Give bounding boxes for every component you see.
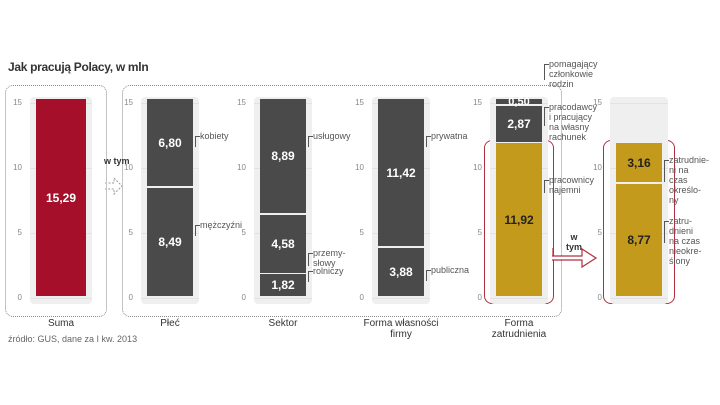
bar-segment: 6,80 bbox=[147, 99, 193, 187]
y-tick-label: 10 bbox=[473, 163, 482, 172]
y-tick-label: 10 bbox=[124, 163, 133, 172]
label-leader bbox=[544, 180, 549, 194]
label-leader bbox=[426, 136, 431, 148]
segment-label: pomagający członkowie rodzin bbox=[549, 59, 598, 90]
gridline bbox=[141, 298, 199, 299]
y-tick-label: 5 bbox=[359, 228, 364, 237]
label-leader bbox=[195, 136, 200, 148]
total-group-frame bbox=[5, 85, 107, 317]
y-tick-label: 10 bbox=[13, 163, 22, 172]
segment-label: zatru- dnieni na czas nieokre- ślony bbox=[669, 215, 702, 266]
category-label: Forma własności firmy bbox=[363, 318, 439, 340]
label-leader bbox=[195, 224, 200, 236]
bar-segment: 8,89 bbox=[260, 99, 306, 214]
label-leader bbox=[544, 106, 549, 126]
y-tick-label: 0 bbox=[359, 293, 364, 302]
breakdown-group-frame bbox=[122, 85, 562, 317]
bar-segment: 3,16 bbox=[616, 142, 662, 183]
gridline bbox=[610, 298, 668, 299]
segment-label: rolniczy bbox=[313, 266, 344, 277]
arrow-right-icon bbox=[552, 247, 598, 269]
bar-segment: 0,50 bbox=[496, 96, 542, 108]
category-label: Płeć bbox=[160, 318, 180, 329]
connector-label-2: w tym bbox=[565, 232, 582, 252]
chart-title: Jak pracują Polacy, w mln bbox=[8, 60, 149, 74]
y-tick-label: 0 bbox=[597, 293, 602, 302]
y-tick-label: 10 bbox=[237, 163, 246, 172]
bar-segment: 8,49 bbox=[147, 187, 193, 297]
y-tick-label: 5 bbox=[128, 228, 133, 237]
segment-label: usługowy bbox=[313, 131, 351, 142]
y-tick-label: 15 bbox=[237, 98, 246, 107]
bar-segment: 11,92 bbox=[496, 143, 542, 297]
segment-label: kobiety bbox=[200, 131, 229, 142]
bar-segment: 2,87 bbox=[496, 105, 542, 142]
y-tick-label: 10 bbox=[355, 163, 364, 172]
label-leader bbox=[308, 271, 313, 283]
segment-label: przemy- słowy bbox=[313, 248, 346, 269]
segment-label: zatrudnie- ni na czas określo- ny bbox=[669, 155, 710, 206]
category-label: Suma bbox=[47, 318, 75, 329]
gridline bbox=[610, 103, 668, 104]
bar-segment: 4,58 bbox=[260, 214, 306, 273]
y-tick-label: 15 bbox=[124, 98, 133, 107]
label-leader bbox=[664, 160, 669, 183]
arrow-right-icon bbox=[105, 176, 123, 196]
gridline bbox=[254, 298, 312, 299]
y-tick-label: 5 bbox=[241, 228, 246, 237]
gridline bbox=[30, 298, 92, 299]
label-leader bbox=[426, 269, 431, 281]
y-tick-label: 0 bbox=[241, 293, 246, 302]
y-tick-label: 0 bbox=[477, 293, 482, 302]
label-leader bbox=[544, 64, 549, 81]
segment-label: publiczna bbox=[431, 264, 470, 275]
y-tick-label: 10 bbox=[593, 163, 602, 172]
segment-label: mężczyźni bbox=[200, 219, 243, 230]
y-tick-label: 15 bbox=[13, 98, 22, 107]
y-tick-label: 0 bbox=[128, 293, 133, 302]
bar-segment: 11,42 bbox=[378, 99, 424, 247]
y-tick-label: 5 bbox=[477, 228, 482, 237]
gridline bbox=[490, 298, 548, 299]
bar-segment: 15,29 bbox=[36, 99, 86, 297]
segment-label: pracownicy najemni bbox=[549, 175, 595, 196]
connector-label-1: w tym bbox=[104, 156, 130, 166]
segment-label: pracodawcy i pracujący na własny rachune… bbox=[549, 101, 598, 142]
label-leader bbox=[664, 220, 669, 243]
y-tick-label: 5 bbox=[597, 228, 602, 237]
y-tick-label: 15 bbox=[473, 98, 482, 107]
source-note: źródło: GUS, dane za I kw. 2013 bbox=[8, 334, 138, 344]
y-tick-label: 0 bbox=[17, 293, 22, 302]
gridline bbox=[372, 298, 430, 299]
y-tick-label: 15 bbox=[355, 98, 364, 107]
y-tick-label: 15 bbox=[593, 98, 602, 107]
bar-segment: 3,88 bbox=[378, 247, 424, 297]
label-leader bbox=[308, 253, 313, 267]
y-tick-label: 5 bbox=[17, 228, 22, 237]
label-leader bbox=[308, 136, 313, 148]
bar-segment: 8,77 bbox=[616, 183, 662, 297]
bar-segment: 1,82 bbox=[260, 274, 306, 297]
segment-label: prywatna bbox=[431, 131, 468, 142]
category-label: Forma zatrudnienia bbox=[491, 318, 547, 340]
category-label: Sektor bbox=[268, 318, 298, 329]
